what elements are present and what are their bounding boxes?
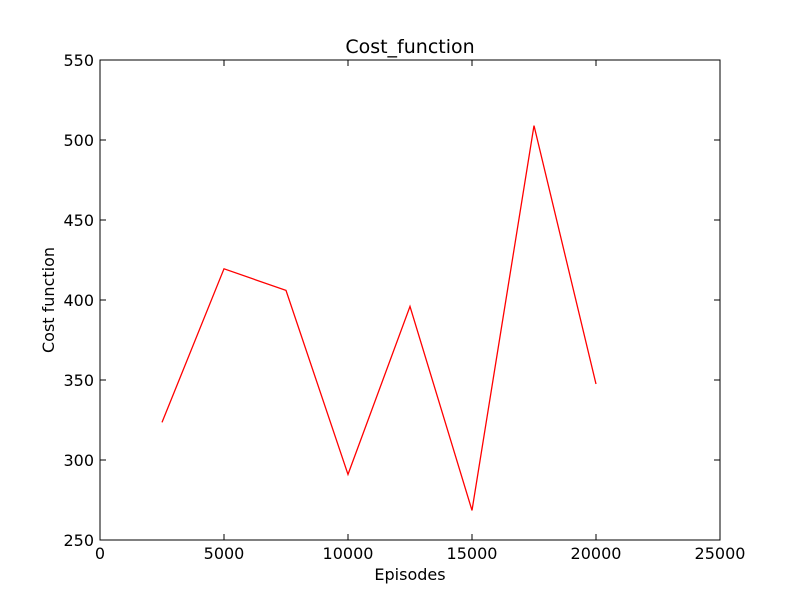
y-axis-label: Cost function — [39, 247, 58, 353]
plot-area — [161, 125, 597, 511]
y-axis: 250 300 350 400 450 500 550 — [63, 51, 720, 550]
data-point — [161, 422, 162, 423]
y-tick-label: 500 — [63, 131, 94, 150]
y-tick-label: 250 — [63, 531, 94, 550]
data-point — [595, 383, 596, 384]
y-tick-label: 450 — [63, 211, 94, 230]
y-tick-label: 300 — [63, 451, 94, 470]
x-tick-label: 5000 — [204, 544, 245, 563]
chart-title: Cost_function — [345, 36, 474, 58]
data-point — [471, 510, 472, 511]
data-point — [223, 268, 224, 269]
x-tick-label: 0 — [95, 544, 105, 563]
y-tick-label: 550 — [63, 51, 94, 70]
x-tick-label: 25000 — [695, 544, 746, 563]
series-line-0 — [161, 125, 597, 511]
x-tick-label: 20000 — [571, 544, 622, 563]
x-tick-label: 15000 — [447, 544, 498, 563]
y-tick-label: 350 — [63, 371, 94, 390]
data-point — [533, 125, 534, 126]
plot-frame — [99, 59, 721, 541]
data-point — [285, 290, 286, 291]
data-point — [409, 306, 410, 307]
x-axis-label: Episodes — [374, 565, 445, 584]
y-tick-label: 400 — [63, 291, 94, 310]
x-tick-label: 10000 — [323, 544, 374, 563]
x-axis: 0 5000 10000 15000 20000 25000 — [95, 60, 746, 563]
data-point — [347, 474, 348, 475]
